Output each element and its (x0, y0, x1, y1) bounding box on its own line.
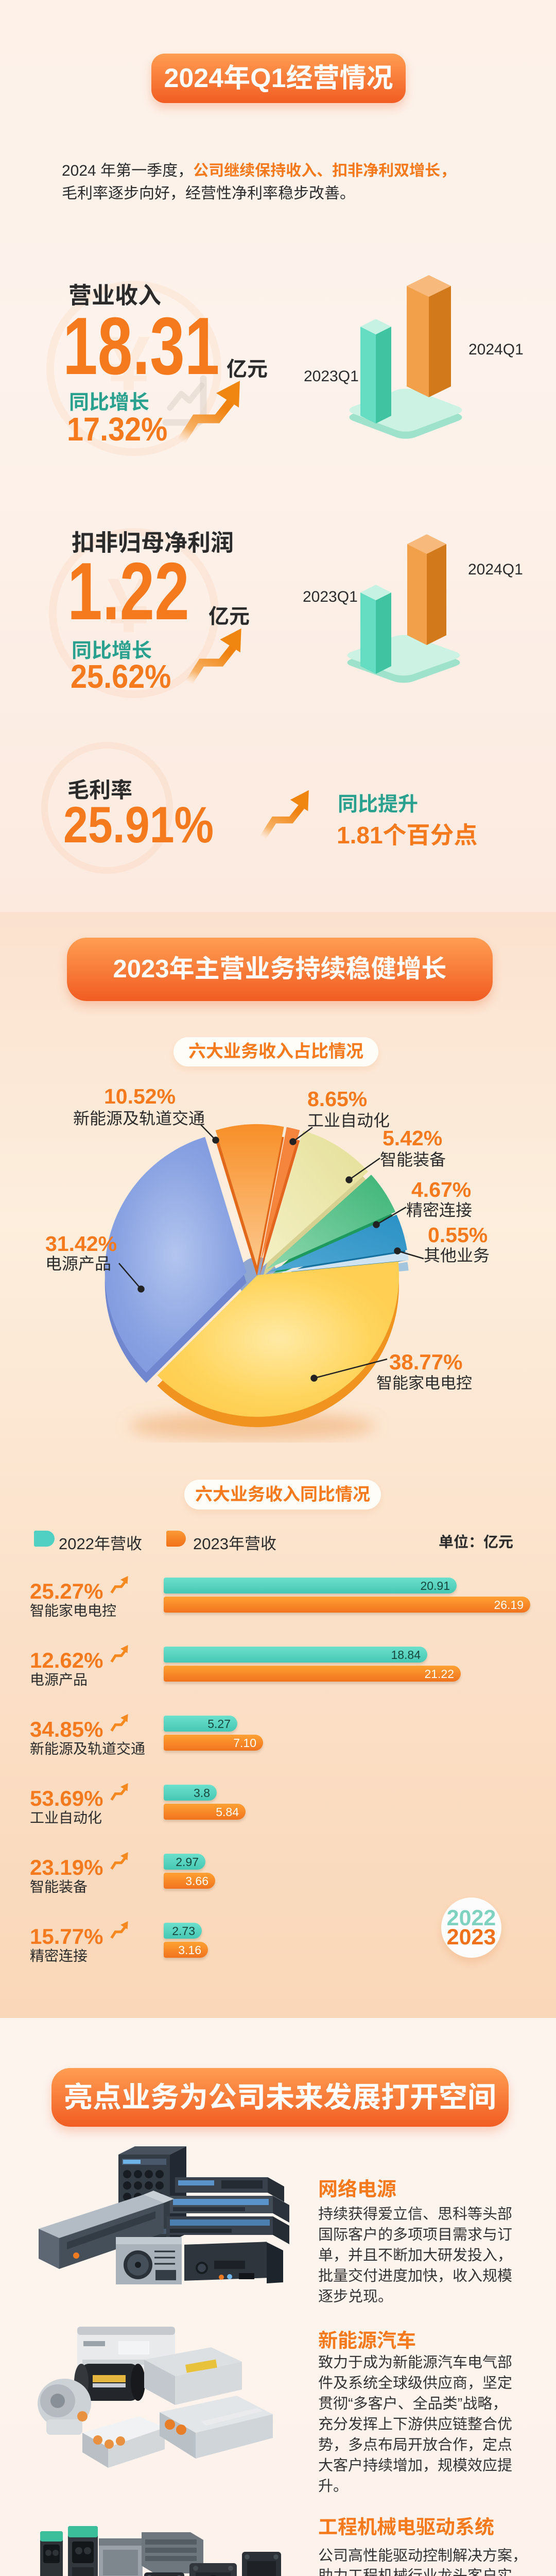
svg-text:2024Q1: 2024Q1 (468, 561, 523, 578)
svg-text:2023Q1: 2023Q1 (304, 368, 359, 385)
svg-text:2024Q1: 2024Q1 (468, 341, 524, 358)
svg-text:2023Q1: 2023Q1 (303, 588, 358, 605)
